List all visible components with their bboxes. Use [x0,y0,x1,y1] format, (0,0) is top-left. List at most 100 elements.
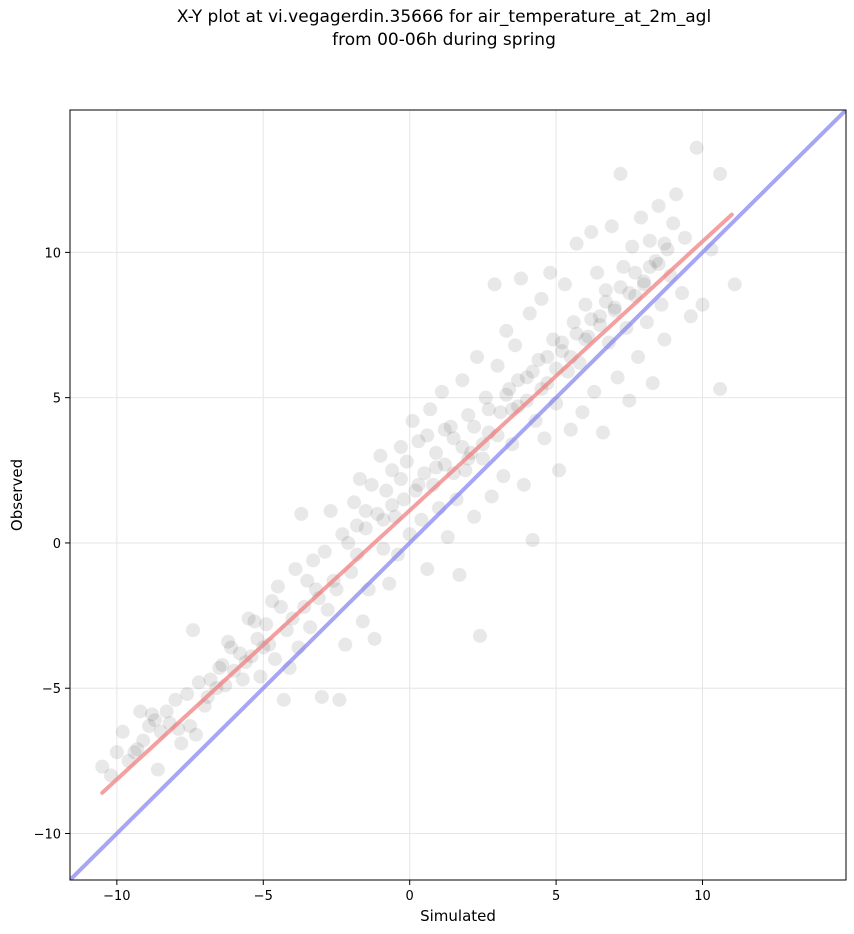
scatter-point [376,512,391,527]
scatter-point [224,640,239,655]
scatter-point [525,364,540,379]
scatter-point [639,315,654,330]
scatter-point [575,405,590,420]
scatter-point [437,457,452,472]
y-tick-label: 0 [53,537,61,552]
scatter-point [379,483,394,498]
scatter-point [440,530,455,545]
chart-title: X-Y plot at vi.vegagerdin.35666 for air_… [0,6,854,52]
scatter-point [294,506,309,521]
scatter-point [598,283,613,298]
scatter-point [109,745,124,760]
scatter-point [423,402,438,417]
scatter-point [683,309,698,324]
scatter-point [666,216,681,231]
scatter-point [405,413,420,428]
scatter-point [546,332,561,347]
scatter-point [429,445,444,460]
scatter-point [150,762,165,777]
scatter-point [288,562,303,577]
scatter-point [329,582,344,597]
scatter-point [648,254,663,269]
scatter-points [95,140,742,783]
scatter-point [522,306,537,321]
scatter-point [411,434,426,449]
scatter-point [593,318,608,333]
y-axis-ticks: −10 −5 0 5 10 [34,246,70,843]
fit-line [100,212,734,795]
x-tick-label: −5 [254,889,273,904]
scatter-point [364,477,379,492]
scatter-point [367,631,382,646]
scatter-point [569,236,584,251]
scatter-point [578,297,593,312]
scatter-point [484,489,499,504]
scatter-point [270,579,285,594]
scatter-point [247,614,262,629]
scatter-point [127,745,142,760]
scatter-point [399,454,414,469]
scatter-point [414,512,429,527]
scatter-point [505,437,520,452]
scatter-point [508,338,523,353]
scatter-point [446,431,461,446]
scatter-point [434,384,449,399]
scatter-point [443,419,458,434]
grid-lines [70,110,846,880]
x-tick-label: 0 [406,889,414,904]
scatter-point [713,381,728,396]
scatter-point [358,503,373,518]
scatter-point [677,230,692,245]
scatter-point [660,242,675,257]
scatter-point [496,469,511,484]
scatter-point [569,326,584,341]
scatter-point [587,384,602,399]
scatter-point [159,704,174,719]
scatter-point [499,387,514,402]
scatter-point [332,692,347,707]
scatter-point [142,719,157,733]
scatter-point [598,294,613,309]
scatter-point [455,373,470,388]
scatter-point [584,312,599,327]
scatter-point [265,594,280,609]
scatter-point [358,521,373,536]
scatter-point [417,466,432,481]
scatter-point [622,393,637,408]
scatter-point [657,332,672,347]
scatter-point [502,381,517,396]
scatter-point [634,210,649,225]
scatter-point [616,259,631,274]
scatter-point [455,440,470,455]
scatter-point [188,727,203,742]
scatter-point [385,498,400,513]
scatter-point [493,405,508,420]
scatter-point [147,713,162,728]
scatter-point [490,358,505,373]
scatter-point [631,349,646,364]
scatter-point [557,277,572,292]
scatter-point [601,335,616,350]
scatter-point [449,492,464,507]
scatter-point [300,573,315,588]
scatter-point [642,233,657,248]
scatter-point [393,440,408,455]
scatter-point [235,672,250,687]
scatter-point [212,660,227,675]
scatter-point [552,463,567,478]
scatter-point [382,576,397,591]
scatter-point [420,562,435,577]
x-axis-label: Simulated [420,907,496,925]
scatter-point [563,422,578,437]
scatter-point [540,349,555,364]
x-tick-label: −10 [103,889,130,904]
scatter-point [420,428,435,443]
scatter-point [651,257,666,271]
y-tick-label: −10 [34,828,61,843]
scatter-point [581,329,596,344]
scatter-point [481,402,496,417]
scatter-point [478,390,493,405]
scatter-point [467,509,482,524]
scatter-point [174,736,189,751]
